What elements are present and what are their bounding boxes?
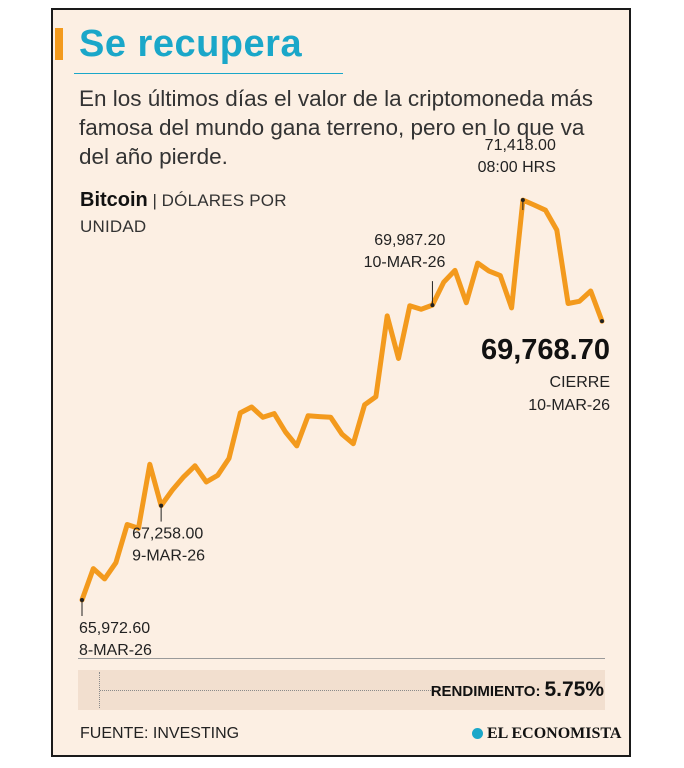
annotation-label-08-00-hrs: 08:00 HRS bbox=[478, 159, 556, 176]
close-caption: CIERRE bbox=[550, 374, 610, 391]
logo-icon bbox=[472, 728, 483, 739]
title-accent-bar bbox=[55, 28, 63, 60]
rendimiento-dotted-line bbox=[100, 690, 435, 691]
close-value-label: 69,768.70 bbox=[481, 334, 610, 366]
rendimiento-value: 5.75% bbox=[544, 678, 604, 701]
annotation-label-8-mar-26: 8-MAR-26 bbox=[79, 642, 152, 659]
footer-divider bbox=[78, 658, 605, 659]
infographic-title: Se recupera bbox=[79, 23, 303, 65]
infographic-subtitle: En los últimos días el valor de la cript… bbox=[79, 86, 593, 169]
rendimiento-caption: RENDIMIENTO: bbox=[430, 683, 541, 700]
rendimiento-label: RENDIMIENTO: 5.75% bbox=[431, 678, 604, 702]
series-line-bitcoin bbox=[79, 197, 605, 603]
annotation-value-08-00-hrs: 71,418.00 bbox=[485, 137, 556, 154]
title-underline bbox=[74, 73, 343, 74]
metric-separator: | bbox=[152, 191, 157, 210]
annotation-dot-cierre bbox=[600, 319, 604, 324]
publisher-logo: EL ECONOMISTA bbox=[472, 725, 621, 743]
logo-text: EL ECONOMISTA bbox=[487, 725, 622, 742]
annotation-value-9-mar-26: 67,258.00 bbox=[132, 526, 203, 543]
metric-name: Bitcoin bbox=[80, 189, 148, 211]
annotation-label-10-mar-26: 10-MAR-26 bbox=[364, 254, 446, 271]
annotation-label-9-mar-26: 9-MAR-26 bbox=[132, 548, 205, 565]
source-credit: FUENTE: INVESTING bbox=[80, 725, 240, 742]
metric-label: Bitcoin | DÓLARES POR UNIDAD bbox=[80, 187, 340, 240]
metric-unit: DÓLARES POR UNIDAD bbox=[80, 191, 287, 236]
annotation-value-8-mar-26: 65,972.60 bbox=[79, 620, 150, 637]
infographic-frame bbox=[51, 8, 631, 757]
annotations: 65,972.60 8-MAR-26 67,258.00 9-MAR-26 69,987… bbox=[79, 137, 610, 659]
rendimiento-track bbox=[99, 672, 101, 708]
annotation-value-10-mar-26: 69,987.20 bbox=[374, 232, 445, 249]
close-date: 10-MAR-26 bbox=[528, 397, 610, 414]
